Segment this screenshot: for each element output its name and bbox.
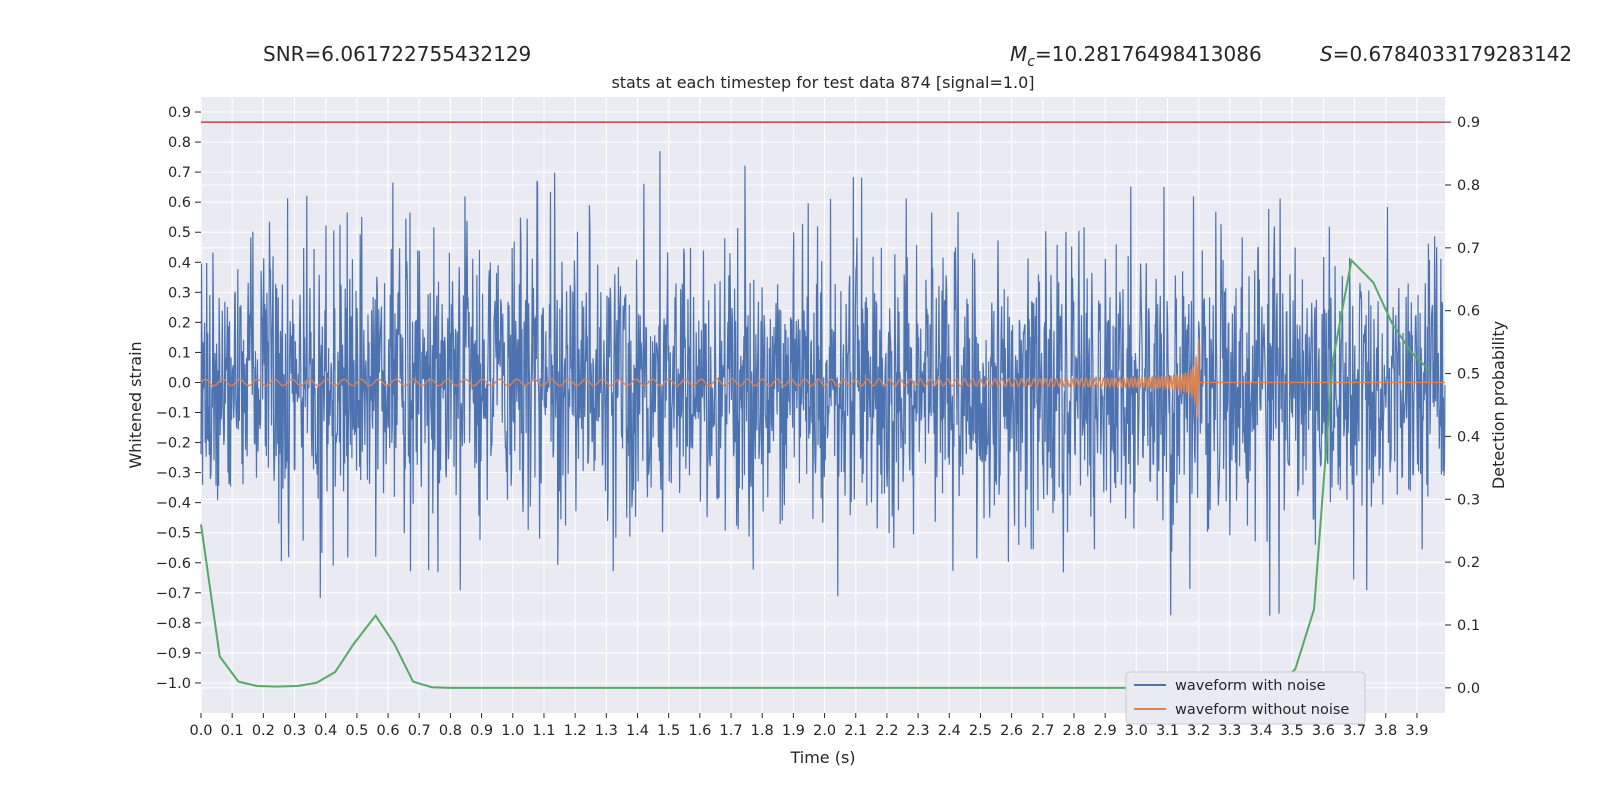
- x-tick-label: 0.9: [470, 723, 493, 739]
- y-tick-label: −0.7: [156, 586, 191, 602]
- y2-tick-label: 0.4: [1457, 429, 1480, 445]
- y-tick-label: 0.8: [168, 135, 191, 151]
- x-tick-label: 2.5: [969, 723, 992, 739]
- x-tick-label: 3.4: [1250, 723, 1273, 739]
- x-tick-label: 2.7: [1031, 723, 1054, 739]
- chirp-mass-label: Mc=10.28176498413086: [1010, 42, 1262, 70]
- y-tick-label: −0.5: [156, 526, 191, 542]
- x-tick-label: 2.2: [875, 723, 898, 739]
- noisy-waveform-series: [200, 151, 1446, 616]
- x-tick-label: 3.1: [1156, 723, 1179, 739]
- clean-waveform-series: [200, 338, 1445, 418]
- x-tick-label: 0.0: [189, 723, 212, 739]
- y2-axis-ticks: 0.9 0.8 0.7 0.6 0.5 0.4 0.3 0.2 0.1 0.0: [1445, 115, 1480, 697]
- y-tick-label: 0.3: [168, 285, 191, 301]
- x-tick-label: 1.9: [782, 723, 805, 739]
- x-tick-label: 2.1: [844, 723, 867, 739]
- x-tick-label: 3.6: [1312, 723, 1335, 739]
- x-tick-label: 1.1: [532, 723, 555, 739]
- y-tick-label: 0.0: [168, 375, 191, 391]
- x-tick-label: 1.6: [688, 723, 711, 739]
- y-tick-label: 0.7: [168, 165, 191, 181]
- y2-tick-label: 0.8: [1457, 178, 1480, 194]
- x-tick-label: 3.2: [1187, 723, 1210, 739]
- y2-tick-label: 0.5: [1457, 367, 1480, 383]
- x-tick-label: 1.0: [501, 723, 524, 739]
- clean-waveform-line: [200, 338, 1445, 418]
- legend-label-clean: waveform without noise: [1175, 702, 1349, 718]
- x-axis-label: Time (s): [789, 748, 855, 767]
- y2-tick-label: 0.2: [1457, 555, 1480, 571]
- x-tick-label: 1.4: [626, 723, 649, 739]
- y-tick-label: 0.1: [168, 345, 191, 361]
- x-tick-label: 0.8: [439, 723, 462, 739]
- y-tick-label: 0.4: [168, 255, 191, 271]
- y2-tick-label: 0.6: [1457, 304, 1480, 320]
- x-tick-label: 3.8: [1374, 723, 1397, 739]
- y-tick-label: 0.9: [168, 105, 191, 121]
- y-tick-label: 0.6: [168, 195, 191, 211]
- x-tick-label: 0.2: [252, 723, 275, 739]
- y-tick-label: −0.2: [156, 436, 191, 452]
- y-tick-label: −0.3: [156, 466, 191, 482]
- legend: waveform with noise waveform without noi…: [1125, 671, 1366, 725]
- x-tick-label: 1.5: [657, 723, 680, 739]
- y2-tick-label: 0.9: [1457, 115, 1480, 131]
- legend-box: [1125, 671, 1366, 725]
- x-tick-label: 3.3: [1218, 723, 1241, 739]
- x-tick-label: 3.5: [1281, 723, 1304, 739]
- x-tick-label: 2.9: [1094, 723, 1117, 739]
- probability-line: [200, 258, 1431, 689]
- y2-tick-label: 0.7: [1457, 241, 1480, 257]
- x-tick-label: 2.0: [813, 723, 836, 739]
- x-tick-label: 1.8: [751, 723, 774, 739]
- y-tick-label: −0.6: [156, 556, 191, 572]
- y-tick-label: 0.5: [168, 225, 191, 241]
- legend-label-noisy: waveform with noise: [1175, 678, 1326, 694]
- x-tick-label: 0.4: [314, 723, 337, 739]
- y-tick-label: −0.9: [156, 646, 191, 662]
- chart-title: stats at each timestep for test data 874…: [611, 73, 1034, 92]
- x-tick-label: 2.4: [938, 723, 961, 739]
- snr-label: SNR=6.061722755432129: [263, 42, 531, 66]
- y2-axis-label: Detection probability: [1489, 321, 1508, 489]
- x-tick-label: 3.7: [1343, 723, 1366, 739]
- x-tick-label: 0.5: [345, 723, 368, 739]
- x-tick-label: 0.1: [221, 723, 244, 739]
- s-stat-label: S=0.6784033179283142: [1320, 42, 1572, 66]
- y-tick-label: 0.2: [168, 315, 191, 331]
- x-axis-ticks: 0.0 0.1 0.2 0.3 0.4 0.5 0.6 0.7 0.8 0.9 1.0 1.1 1.2 1…: [189, 713, 1428, 739]
- noisy-waveform-line: [200, 151, 1446, 616]
- x-tick-label: 0.3: [283, 723, 306, 739]
- x-tick-label: 0.7: [408, 723, 431, 739]
- x-tick-label: 1.2: [564, 723, 587, 739]
- y-axis-label: Whitened strain: [126, 341, 145, 468]
- y-tick-label: −0.1: [156, 406, 191, 422]
- y-tick-label: −0.8: [156, 616, 191, 632]
- y2-tick-label: 0.3: [1457, 492, 1480, 508]
- x-tick-label: 2.6: [1000, 723, 1023, 739]
- x-tick-label: 2.8: [1062, 723, 1085, 739]
- y-axis-ticks: 0.9 0.8 0.7 0.6 0.5 0.4 0.3 0.2 0.1 0.0 −0.1 −0.2 −0…: [156, 105, 201, 692]
- x-tick-label: 2.3: [907, 723, 930, 739]
- x-tick-label: 1.7: [719, 723, 742, 739]
- y2-tick-label: 0.1: [1457, 618, 1480, 634]
- x-tick-label: 3.0: [1125, 723, 1148, 739]
- x-tick-label: 3.9: [1405, 723, 1428, 739]
- x-tick-label: 0.6: [377, 723, 400, 739]
- y-tick-label: −1.0: [156, 676, 191, 692]
- y-tick-label: −0.4: [156, 496, 191, 512]
- x-tick-label: 1.3: [595, 723, 618, 739]
- y2-tick-label: 0.0: [1457, 681, 1480, 697]
